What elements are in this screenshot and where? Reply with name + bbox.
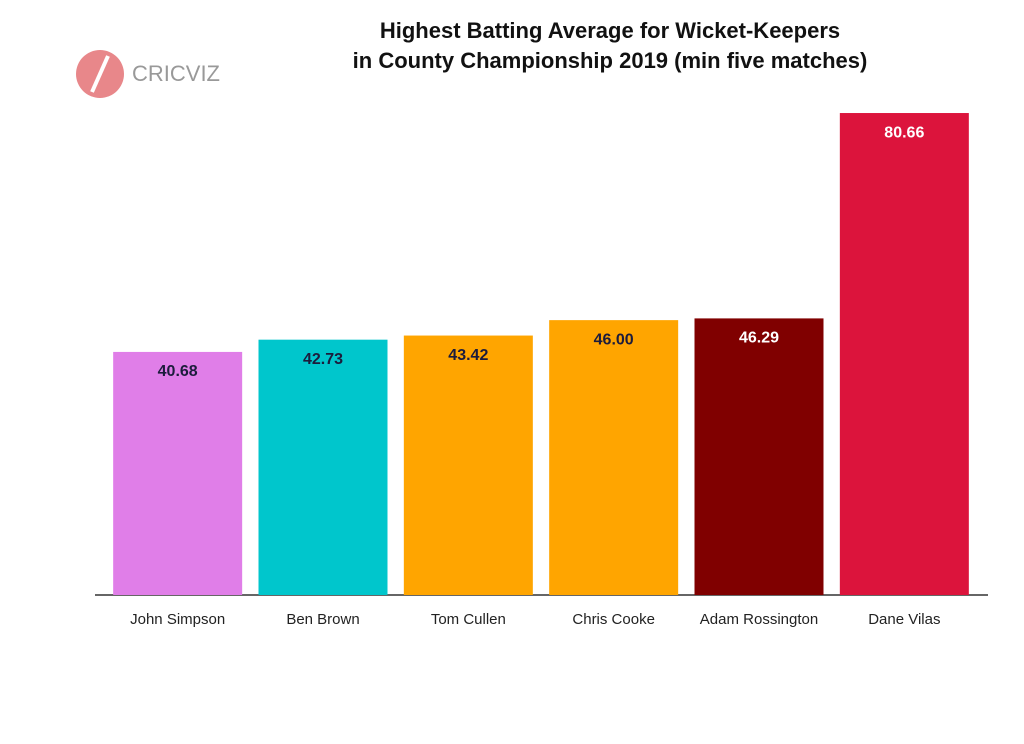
logo-text: CRICVIZ: [132, 61, 220, 86]
x-tick-label: Chris Cooke: [572, 611, 655, 628]
value-label: 46.00: [594, 331, 634, 348]
value-label: 40.68: [158, 363, 198, 380]
chart-title: Highest Batting Average for Wicket-Keepe…: [380, 18, 840, 43]
logo-bat: [90, 55, 110, 93]
x-tick-label: Ben Brown: [286, 611, 359, 628]
chart-title: in County Championship 2019 (min five ma…: [353, 48, 868, 73]
bar: [113, 351, 243, 595]
x-tick-label: John Simpson: [130, 611, 225, 628]
value-label: 43.42: [448, 347, 488, 364]
x-tick-label: Dane Vilas: [868, 611, 940, 628]
x-tick-label: Adam Rossington: [700, 611, 818, 628]
bar: [839, 113, 969, 595]
bar: [403, 335, 533, 595]
value-label: 46.29: [739, 330, 779, 347]
bar: [694, 318, 824, 595]
bar: [258, 339, 388, 595]
x-tick-label: Tom Cullen: [431, 611, 506, 628]
value-label: 42.73: [303, 351, 343, 368]
bar: [549, 320, 679, 595]
value-label: 80.66: [884, 124, 924, 141]
